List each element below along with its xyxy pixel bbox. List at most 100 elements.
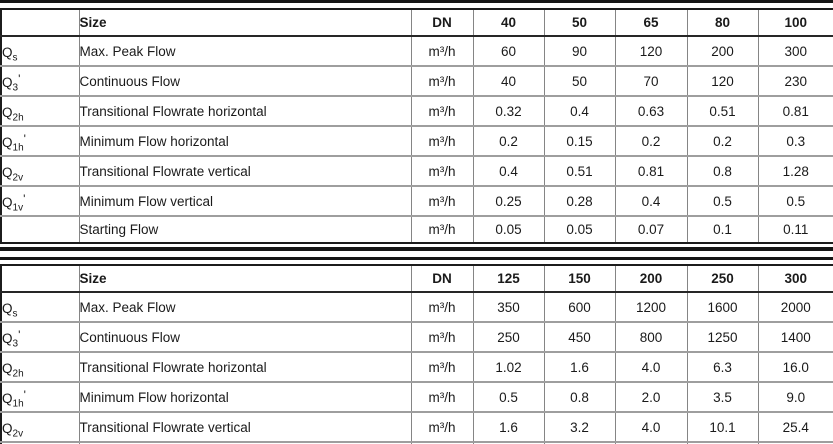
value-cell: 800 [614,321,688,352]
table-header-row: Size DN 40 50 65 80 100 [0,9,833,37]
symbol-subscript: 1v [12,202,24,214]
quantity-symbol-cell: Q2h [0,95,80,126]
symbol-prime: ' [23,192,26,206]
unit-cell: m³/h [410,411,474,442]
value-cell: 0.5 [757,185,833,216]
value-cell: 0.4 [543,95,616,126]
value-cell: 1600 [686,291,759,322]
value-cell: 350 [472,291,545,322]
value-cell: 3.2 [543,411,616,442]
value-cell: 230 [757,65,833,96]
value-cell: 1.02 [472,351,545,382]
symbol-subscript: 2v [12,172,24,184]
value-cell: 0.2 [614,125,688,156]
unit-cell: m³/h [410,321,474,352]
size-header-cell: Size [78,265,412,293]
value-cell: 450 [543,321,616,352]
symbol-prime: ' [18,72,21,86]
symbol-subscript: 2v [12,428,24,440]
quantity-symbol-cell: Qs [0,291,80,322]
table-row: Q2h Transitional Flowrate horizontal m³/h 0… [0,95,833,126]
value-cell: 120 [686,65,759,96]
value-cell: 1.6 [543,351,616,382]
unit-cell: m³/h [410,185,474,216]
value-cell: 0.15 [543,125,616,156]
value-cell: 60 [472,35,545,66]
symbol-base: Q [2,195,13,210]
value-cell: 1250 [686,321,759,352]
table-row: Q2v Transitional Flowrate vertical m³/h 1.6… [0,411,833,442]
table-row: Q1v'Minimum Flow verticalm³/h11.62.56.31… [0,441,833,444]
symbol-subscript: 1h [12,142,24,154]
value-cell: 90 [543,35,616,66]
dn-size-header-cell: 65 [614,9,688,37]
quantity-label-cell: Transitional Flowrate horizontal [78,95,412,126]
symbol-header-cell [0,9,80,37]
value-cell: 2000 [757,291,833,322]
value-cell: 1.28 [757,155,833,186]
value-cell: 0.05 [543,215,616,243]
value-cell: 0.5 [686,185,759,216]
value-cell: 250 [472,321,545,352]
value-cell: 0.81 [614,155,688,186]
unit-cell: m³/h [410,155,474,186]
value-cell: 0.51 [686,95,759,126]
top-rule [0,0,833,3]
symbol-base: Q [2,421,13,436]
table-row: Q1h' Minimum Flow horizontal m³/h 0.5 0.8 2.0… [0,381,833,412]
quantity-label-cell: Starting Flow [78,215,412,243]
symbol-base: Q [2,75,13,90]
unit-cell: m³/h [410,351,474,382]
quantity-label-cell: Max. Peak Flow [78,35,412,66]
quantity-label-cell: Continuous Flow [78,321,412,352]
value-cell: 10.1 [686,411,759,442]
value-cell: 3.5 [686,381,759,412]
value-cell: 6.3 [686,351,759,382]
table-row: Q1v' Minimum Flow vertical m³/h 0.25 0.28 0.4… [0,185,833,216]
table-row: Qs Max. Peak Flow m³/h 350 600 1200 1600 2000 [0,291,833,322]
value-cell: 16.0 [757,351,833,382]
table-row: Starting Flow m³/h 0.05 0.05 0.07 0.1 0.11 [0,215,833,243]
value-cell: 0.05 [472,215,545,243]
unit-cell: m³/h [410,291,474,322]
quantity-label-cell: Continuous Flow [78,65,412,96]
symbol-base: Q [2,391,13,406]
dn-size-header-cell: 250 [686,265,759,293]
value-cell: 120 [614,35,688,66]
unit-cell: m³/h [410,215,474,243]
quantity-symbol-cell: Q3' [0,65,80,96]
symbol-base: Q [2,301,13,316]
table-row: Q2h Transitional Flowrate horizontal m³/h 1… [0,351,833,382]
symbol-base: Q [2,135,13,150]
value-cell: 4.0 [614,351,688,382]
symbol-prime: ' [23,388,26,402]
symbol-base: Q [2,361,13,376]
value-cell: 0.1 [686,215,759,243]
table-row: Q1h' Minimum Flow horizontal m³/h 0.2 0.15 0.… [0,125,833,156]
value-cell: 1.6 [472,411,545,442]
symbol-subscript: 2h [12,368,24,380]
unit-cell: m³/h [410,65,474,96]
value-cell: 9.0 [757,381,833,412]
unit-cell: m³/h [410,95,474,126]
symbol-subscript: 1h [12,398,24,410]
unit-cell: m³/h [410,125,474,156]
symbol-subscript: 2h [12,112,24,124]
value-cell: 600 [543,291,616,322]
quantity-symbol-cell: Q2h [0,351,80,382]
symbol-base: Q [2,331,13,346]
dn-size-header-cell: 300 [757,265,833,293]
value-cell: 70 [614,65,688,96]
quantity-symbol-cell: Qs [0,35,80,66]
symbol-subscript: s [12,52,18,64]
dn-header-cell: DN [410,9,474,37]
value-cell: 0.07 [614,215,688,243]
value-cell: 0.63 [614,95,688,126]
dn-size-header-cell: 150 [543,265,616,293]
quantity-label-cell: Transitional Flowrate vertical [78,411,412,442]
quantity-symbol-cell: Q3' [0,321,80,352]
quantity-symbol-cell [0,215,80,243]
value-cell: 1400 [757,321,833,352]
symbol-prime: ' [23,132,26,146]
symbol-subscript: s [12,308,18,320]
